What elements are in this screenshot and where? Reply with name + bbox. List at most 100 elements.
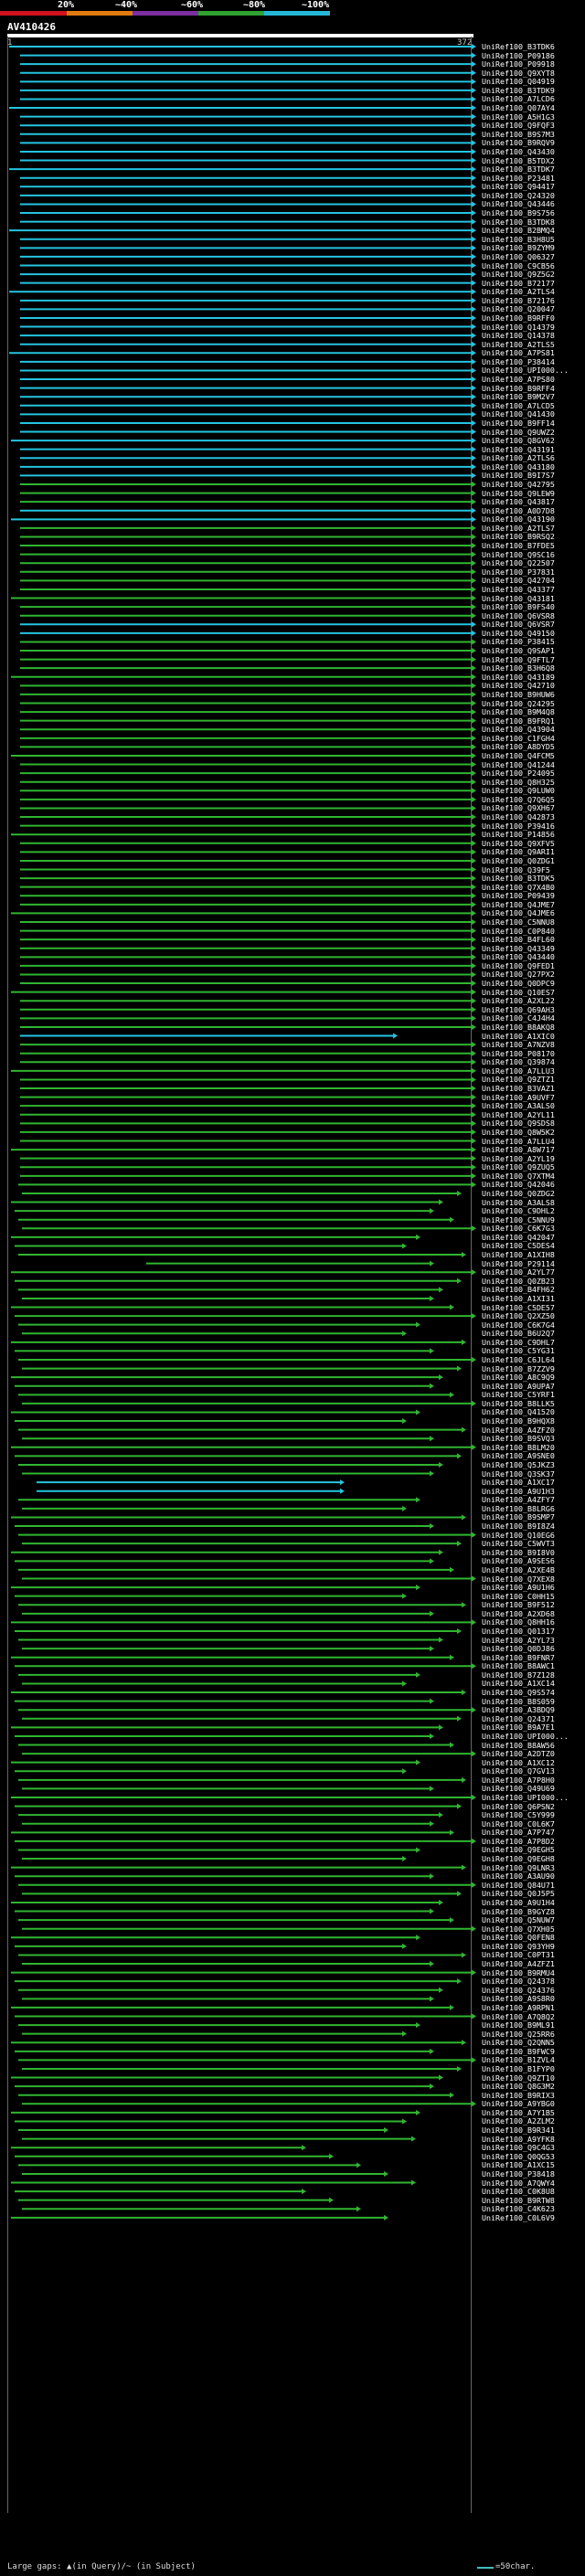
hit-label[interactable]: UniRef100_B6U2Q7 — [482, 1329, 555, 1339]
hit-label[interactable]: UniRef100_B1ZVL4 — [482, 2055, 555, 2065]
hit-label[interactable]: UniRef100_Q8G3M2 — [482, 2082, 555, 2092]
hit-label[interactable]: UniRef100_Q0QG53 — [482, 2151, 555, 2161]
hit-label[interactable]: UniRef100_A7Q8Q2 — [482, 2011, 555, 2021]
hit-label[interactable]: UniRef100_Q9FQF3 — [482, 121, 555, 131]
hit-label[interactable]: UniRef100_P24095 — [482, 769, 555, 779]
hit-label[interactable]: UniRef100_Q9XH67 — [482, 803, 555, 813]
hit-label[interactable]: UniRef100_A5H1G3 — [482, 111, 555, 122]
hit-label[interactable]: UniRef100_Q24320 — [482, 190, 555, 200]
hit-label[interactable]: UniRef100_B9FRQ1 — [482, 716, 555, 726]
hit-label[interactable]: UniRef100_C0L6V9 — [482, 2212, 555, 2222]
hit-label[interactable]: UniRef100_Q7Q6Q5 — [482, 794, 555, 804]
hit-label[interactable]: UniRef100_Q43191 — [482, 444, 555, 454]
hit-label[interactable]: UniRef100_P09439 — [482, 891, 555, 901]
hit-label[interactable]: UniRef100_B72176 — [482, 295, 555, 305]
hit-label[interactable]: UniRef100_B7FDE5 — [482, 541, 555, 551]
hit-label[interactable]: UniRef100_Q41430 — [482, 409, 555, 419]
hit-label[interactable]: UniRef100_B8AW56 — [482, 1740, 555, 1750]
hit-label[interactable]: UniRef100_B4FH62 — [482, 1285, 555, 1295]
hit-label[interactable]: UniRef100_Q10ES7 — [482, 987, 555, 997]
hit-label[interactable]: UniRef100_Q7GV13 — [482, 1766, 555, 1776]
hit-label[interactable]: UniRef100_Q93YH9 — [482, 1941, 555, 1951]
hit-label[interactable]: UniRef100_A7PS81 — [482, 348, 555, 358]
hit-label[interactable]: UniRef100_Q39874 — [482, 1057, 555, 1067]
hit-label[interactable]: UniRef100_C0P840 — [482, 926, 555, 936]
hit-label[interactable]: UniRef100_Q04919 — [482, 77, 555, 87]
hit-label[interactable]: UniRef100_Q43817 — [482, 497, 555, 507]
hit-label[interactable]: UniRef100_B9S756 — [482, 208, 555, 218]
hit-label[interactable]: UniRef100_UPI000... — [482, 1731, 569, 1741]
hit-label[interactable]: UniRef100_A9SNE0 — [482, 1451, 555, 1461]
hit-label[interactable]: UniRef100_Q4FCM5 — [482, 750, 555, 760]
hit-label[interactable]: UniRef100_A7NZV8 — [482, 1040, 555, 1050]
hit-label[interactable]: UniRef100_B72177 — [482, 278, 555, 288]
hit-label[interactable]: UniRef100_B9FWC9 — [482, 2046, 555, 2056]
hit-label[interactable]: UniRef100_C0K8U8 — [482, 2187, 555, 2197]
hit-label[interactable]: UniRef100_A9RPN1 — [482, 2002, 555, 2012]
hit-label[interactable]: UniRef100_B9ZYM9 — [482, 243, 555, 253]
hit-label[interactable]: UniRef100_B3TDK6 — [482, 42, 555, 51]
hit-label[interactable]: UniRef100_Q24295 — [482, 698, 555, 708]
hit-label[interactable]: UniRef100_Q14379 — [482, 322, 555, 332]
hit-label[interactable]: UniRef100_C0PT31 — [482, 1950, 555, 1960]
hit-label[interactable]: UniRef100_Q0ZDG1 — [482, 855, 555, 865]
hit-label[interactable]: UniRef100_A1XIH8 — [482, 1250, 555, 1260]
hit-label[interactable]: UniRef100_Q5NUW7 — [482, 1915, 555, 1925]
hit-label[interactable]: UniRef100_B9I8V0 — [482, 1547, 555, 1557]
hit-label[interactable]: UniRef100_B9RSQ2 — [482, 532, 555, 542]
hit-label[interactable]: UniRef100_A1XIC0 — [482, 1031, 555, 1041]
hit-label[interactable]: UniRef100_A2DTZ0 — [482, 1749, 555, 1759]
hit-label[interactable]: UniRef100_B3TDK5 — [482, 874, 555, 884]
hit-label[interactable]: UniRef100_Q24378 — [482, 1977, 555, 1987]
hit-label[interactable]: UniRef100_B3TDK7 — [482, 164, 555, 175]
hit-label[interactable]: UniRef100_A4ZFZ1 — [482, 1959, 555, 1969]
hit-label[interactable]: UniRef100_B8AWC1 — [482, 1661, 555, 1671]
hit-label[interactable]: UniRef100_A9YFK8 — [482, 2134, 555, 2144]
hit-label[interactable]: UniRef100_B1FYP0 — [482, 2063, 555, 2073]
hit-label[interactable]: UniRef100_A1XC17 — [482, 1478, 555, 1488]
hit-label[interactable]: UniRef100_C9CB56 — [482, 260, 555, 270]
hit-label[interactable]: UniRef100_Q9EGH8 — [482, 1854, 555, 1864]
hit-label[interactable]: UniRef100_B3VAZ1 — [482, 1084, 555, 1094]
hit-label[interactable]: UniRef100_Q01317 — [482, 1626, 555, 1636]
hit-label[interactable]: UniRef100_P38415 — [482, 637, 555, 647]
hit-label[interactable]: UniRef100_A0D7D8 — [482, 505, 555, 515]
hit-label[interactable]: UniRef100_Q4JME7 — [482, 899, 555, 909]
hit-label[interactable]: UniRef100_B8LLK5 — [482, 1398, 555, 1408]
hit-label[interactable]: UniRef100_P14856 — [482, 830, 555, 840]
hit-label[interactable]: UniRef100_P08170 — [482, 1048, 555, 1058]
hit-label[interactable]: UniRef100_Q10EG6 — [482, 1530, 555, 1540]
hit-label[interactable]: UniRef100_Q8GV62 — [482, 436, 555, 446]
hit-label[interactable]: UniRef100_Q27PX2 — [482, 970, 555, 980]
hit-label[interactable]: UniRef100_B8LRG6 — [482, 1503, 555, 1513]
hit-label[interactable]: UniRef100_Q9LNR3 — [482, 1862, 555, 1872]
hit-label[interactable]: UniRef100_A2YL19 — [482, 1153, 555, 1163]
hit-label[interactable]: UniRef100_Q5JKZ3 — [482, 1459, 555, 1469]
hit-label[interactable]: UniRef100_A2XL22 — [482, 996, 555, 1006]
hit-label[interactable]: UniRef100_A7PS80 — [482, 375, 555, 385]
hit-label[interactable]: UniRef100_Q42046 — [482, 1180, 555, 1190]
hit-label[interactable]: UniRef100_A7LCD5 — [482, 400, 555, 410]
hit-label[interactable]: UniRef100_UPI000... — [482, 366, 569, 376]
hit-label[interactable]: UniRef100_Q9LEW9 — [482, 488, 555, 498]
hit-label[interactable]: UniRef100_B9FF14 — [482, 418, 555, 428]
hit-label[interactable]: UniRef100_C4J4H4 — [482, 1013, 555, 1023]
hit-label[interactable]: UniRef100_C5DES4 — [482, 1241, 555, 1251]
hit-label[interactable]: UniRef100_Q42710 — [482, 681, 555, 691]
hit-label[interactable]: UniRef100_Q24371 — [482, 1713, 555, 1723]
hit-label[interactable]: UniRef100_Q43181 — [482, 593, 555, 603]
hit-label[interactable]: UniRef100_Q43440 — [482, 952, 555, 962]
hit-label[interactable]: UniRef100_A7P8D2 — [482, 1836, 555, 1846]
hit-label[interactable]: UniRef100_B9FS40 — [482, 602, 555, 612]
hit-label[interactable]: UniRef100_A9YBG0 — [482, 2099, 555, 2109]
hit-label[interactable]: UniRef100_A8DYD5 — [482, 742, 555, 752]
hit-label[interactable]: UniRef100_A3AU90 — [482, 1871, 555, 1882]
hit-label[interactable]: UniRef100_Q42873 — [482, 812, 555, 822]
hit-label[interactable]: UniRef100_A4ZFY7 — [482, 1495, 555, 1505]
hit-label[interactable]: UniRef100_Q8W5K2 — [482, 1127, 555, 1137]
hit-label[interactable]: UniRef100_B9M4Q8 — [482, 707, 555, 717]
hit-label[interactable]: UniRef100_A2TLS4 — [482, 287, 555, 297]
hit-label[interactable]: UniRef100_Q8HH16 — [482, 1617, 555, 1627]
hit-label[interactable]: UniRef100_A9SES6 — [482, 1556, 555, 1566]
hit-label[interactable]: UniRef100_A9U1H4 — [482, 1897, 555, 1907]
